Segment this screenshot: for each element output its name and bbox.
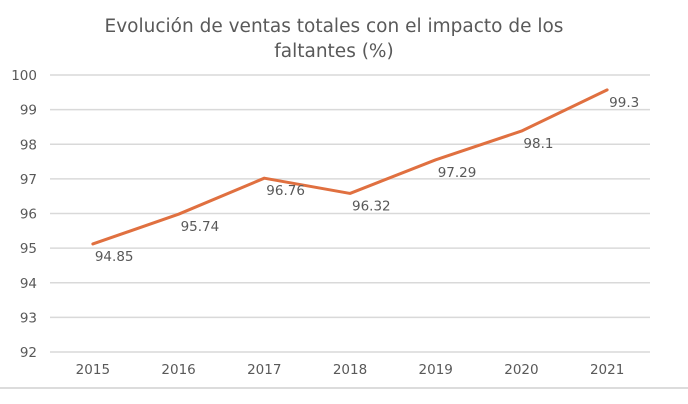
data-label: 94.85 (95, 249, 134, 265)
y-axis-ticks: 92 93 94 95 96 97 98 99 100 (11, 68, 37, 361)
y-tick-label: 95 (20, 241, 37, 257)
y-tick-label: 94 (20, 276, 37, 292)
y-tick-label: 93 (20, 310, 37, 326)
y-tick-label: 100 (11, 68, 37, 84)
chart-title-line-2: faltantes (%) (274, 41, 393, 62)
gridlines (50, 74, 650, 353)
data-label: 99.3 (609, 95, 639, 111)
data-label: 97.29 (438, 165, 477, 181)
y-tick-label: 99 (20, 103, 37, 119)
y-tick-label: 92 (20, 345, 37, 361)
x-tick-label: 2020 (504, 362, 538, 378)
series-group (91, 88, 609, 246)
x-tick-label: 2019 (419, 362, 453, 378)
x-tick-label: 2016 (161, 362, 195, 378)
x-tick-label: 2018 (333, 362, 367, 378)
data-label: 95.74 (181, 219, 220, 235)
chart-title-line-1: Evolución de ventas totales con el impac… (105, 16, 564, 37)
data-label: 96.76 (266, 183, 305, 199)
x-tick-label: 2015 (76, 362, 110, 378)
x-tick-label: 2017 (247, 362, 281, 378)
data-label: 98.1 (523, 136, 553, 152)
series-line (91, 88, 609, 246)
x-tick-label: 2021 (590, 362, 624, 378)
y-tick-label: 97 (20, 172, 37, 188)
data-labels: 94.85 95.74 96.76 96.32 97.29 98.1 99.3 (95, 95, 639, 265)
y-tick-label: 98 (20, 137, 37, 153)
x-axis-ticks: 2015 2016 2017 2018 2019 2020 2021 (76, 362, 625, 378)
data-label: 96.32 (352, 198, 391, 214)
y-tick-label: 96 (20, 207, 37, 223)
